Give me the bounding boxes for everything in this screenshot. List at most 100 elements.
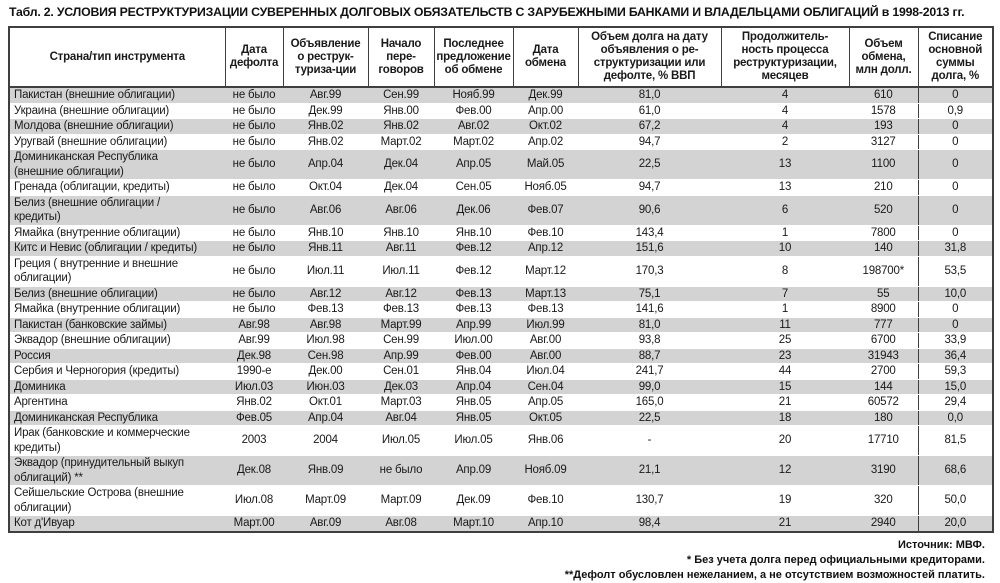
- value-cell: 68,6: [917, 455, 993, 486]
- value-cell: Дек.03: [368, 379, 434, 395]
- value-cell: Янв.10: [283, 225, 368, 241]
- value-cell: 50,0: [917, 485, 993, 516]
- value-cell: 23: [721, 348, 849, 364]
- value-cell: 19: [721, 485, 849, 516]
- value-cell: 0,0: [917, 410, 993, 426]
- value-cell: 15: [721, 379, 849, 395]
- page-title: Табл. 2. УСЛОВИЯ РЕСТРУКТУРИЗАЦИИ СУВЕРЕ…: [9, 5, 965, 19]
- value-cell: Июл.11: [283, 256, 368, 287]
- value-cell: Апр.09: [434, 455, 513, 486]
- source-note: Источник: МВФ.: [897, 538, 985, 551]
- value-cell: Июл.03: [225, 379, 283, 395]
- value-cell: Окт.05: [513, 410, 578, 426]
- table-row: Ямайка (внутренние облигации) не было Янв.…: [9, 225, 993, 241]
- value-cell: 165,0: [578, 394, 721, 411]
- value-cell: Июл.11: [368, 256, 434, 287]
- value-cell: Янв.09: [283, 455, 368, 486]
- country-cell: Гренада (облигации, кредиты): [9, 179, 225, 196]
- value-cell: Март.99: [368, 317, 434, 333]
- value-cell: 7800: [849, 225, 918, 241]
- country-cell: Пакистан (банковские займы): [9, 317, 225, 333]
- footnote-1: * Без учета долга перед официальными кре…: [686, 553, 985, 566]
- value-cell: Янв.02: [225, 394, 283, 411]
- country-cell: Сербия и Черногория (кредиты): [9, 363, 225, 380]
- value-cell: Дек.06: [434, 195, 513, 226]
- value-cell: Фев.07: [513, 195, 578, 226]
- value-cell: 22,5: [578, 410, 721, 426]
- value-cell: 81,0: [578, 87, 721, 104]
- value-cell: 21: [721, 515, 849, 532]
- value-cell: 94,7: [578, 179, 721, 196]
- table-row: Китс и Невис (облигации / кредиты) не был…: [9, 240, 993, 257]
- table-row: Греция ( внутренние и внешние облигации)…: [9, 256, 993, 287]
- country-cell: Уругвай (внешние облигации): [9, 134, 225, 150]
- value-cell: Нояб.99: [434, 87, 513, 104]
- value-cell: Июл.04: [513, 363, 578, 380]
- value-cell: не было: [225, 301, 283, 318]
- value-cell: 98,4: [578, 515, 721, 532]
- value-cell: 2: [721, 134, 849, 150]
- table-row: Эквадор (принудительный выкуп облигаций)…: [9, 455, 993, 486]
- value-cell: Март.02: [434, 134, 513, 150]
- value-cell: 1: [721, 225, 849, 241]
- value-cell: Авг.11: [368, 240, 434, 257]
- value-cell: Май.05: [513, 149, 578, 180]
- restructuring-table: Страна/тип инструмента Дата дефолта Объявл…: [8, 26, 994, 533]
- value-cell: Янв.10: [368, 225, 434, 241]
- value-cell: Март.12: [513, 256, 578, 287]
- value-cell: 10: [721, 240, 849, 257]
- value-cell: 0: [917, 118, 993, 135]
- value-cell: Янв.05: [434, 394, 513, 411]
- value-cell: Фев.13: [368, 301, 434, 318]
- value-cell: 6: [721, 195, 849, 226]
- country-cell: Сейшельские Острова (внешние облигации): [9, 485, 225, 516]
- country-cell: Ямайка (внутренние облигации): [9, 225, 225, 241]
- value-cell: Март.03: [368, 394, 434, 411]
- country-cell: Россия: [9, 348, 225, 364]
- table-row: Кот д'Ивуар Март.00 Авг.09 Авг.08 Март.10 Апр…: [9, 515, 993, 532]
- value-cell: Сен.99: [368, 87, 434, 104]
- header-cell: Дата дефолта: [224, 26, 284, 88]
- table-row: Белиз (внешние облигации / кредиты) не бы…: [9, 195, 993, 226]
- value-cell: 29,4: [917, 394, 993, 411]
- table-row: Аргентина Янв.02 Окт.01 Март.03 Янв.05 Апр.05…: [9, 394, 993, 411]
- header-cell: Продолжитель- ность процесса реструктури…: [720, 26, 850, 88]
- table-row: Молдова (внешние облигации) не было Янв.02…: [9, 118, 993, 135]
- value-cell: 143,4: [578, 225, 721, 241]
- value-cell: Фев.12: [434, 240, 513, 257]
- value-cell: 21,1: [578, 455, 721, 486]
- footnote-2: **Дефолт обусловлен нежеланием, а не отс…: [564, 568, 985, 581]
- country-cell: Кот д'Ивуар: [9, 515, 225, 532]
- value-cell: не было: [225, 256, 283, 287]
- value-cell: 88,7: [578, 348, 721, 364]
- value-cell: не было: [368, 455, 434, 486]
- value-cell: 198700*: [849, 256, 918, 287]
- value-cell: 90,6: [578, 195, 721, 226]
- value-cell: 13: [721, 149, 849, 180]
- country-cell: Доминиканская Республика: [9, 410, 225, 426]
- value-cell: Фев.13: [283, 301, 368, 318]
- country-cell: Украина (внешние облигации): [9, 103, 225, 119]
- value-cell: 0: [917, 301, 993, 318]
- value-cell: не было: [225, 179, 283, 196]
- country-cell: Аргентина: [9, 394, 225, 411]
- value-cell: 25: [721, 332, 849, 349]
- value-cell: Апр.04: [283, 410, 368, 426]
- value-cell: Март.09: [368, 485, 434, 516]
- value-cell: Окт.04: [283, 179, 368, 196]
- value-cell: Апр.02: [513, 134, 578, 150]
- value-cell: Сен.98: [283, 348, 368, 364]
- country-cell: Доминика: [9, 379, 225, 395]
- value-cell: 81,5: [917, 425, 993, 456]
- value-cell: Март.09: [283, 485, 368, 516]
- value-cell: 4: [721, 118, 849, 135]
- value-cell: Янв.11: [283, 240, 368, 257]
- table-row: Пакистан (банковские займы) Авг.98 Авг.98 М…: [9, 317, 993, 333]
- value-cell: 10,0: [917, 286, 993, 302]
- country-cell: Эквадор (принудительный выкуп облигаций)…: [9, 455, 225, 486]
- header-cell: Объем долга на дату объявления о ре- стр…: [577, 26, 722, 88]
- value-cell: 0,9: [917, 103, 993, 119]
- value-cell: 0: [917, 179, 993, 196]
- value-cell: 777: [849, 317, 918, 333]
- value-cell: Июл.08: [225, 485, 283, 516]
